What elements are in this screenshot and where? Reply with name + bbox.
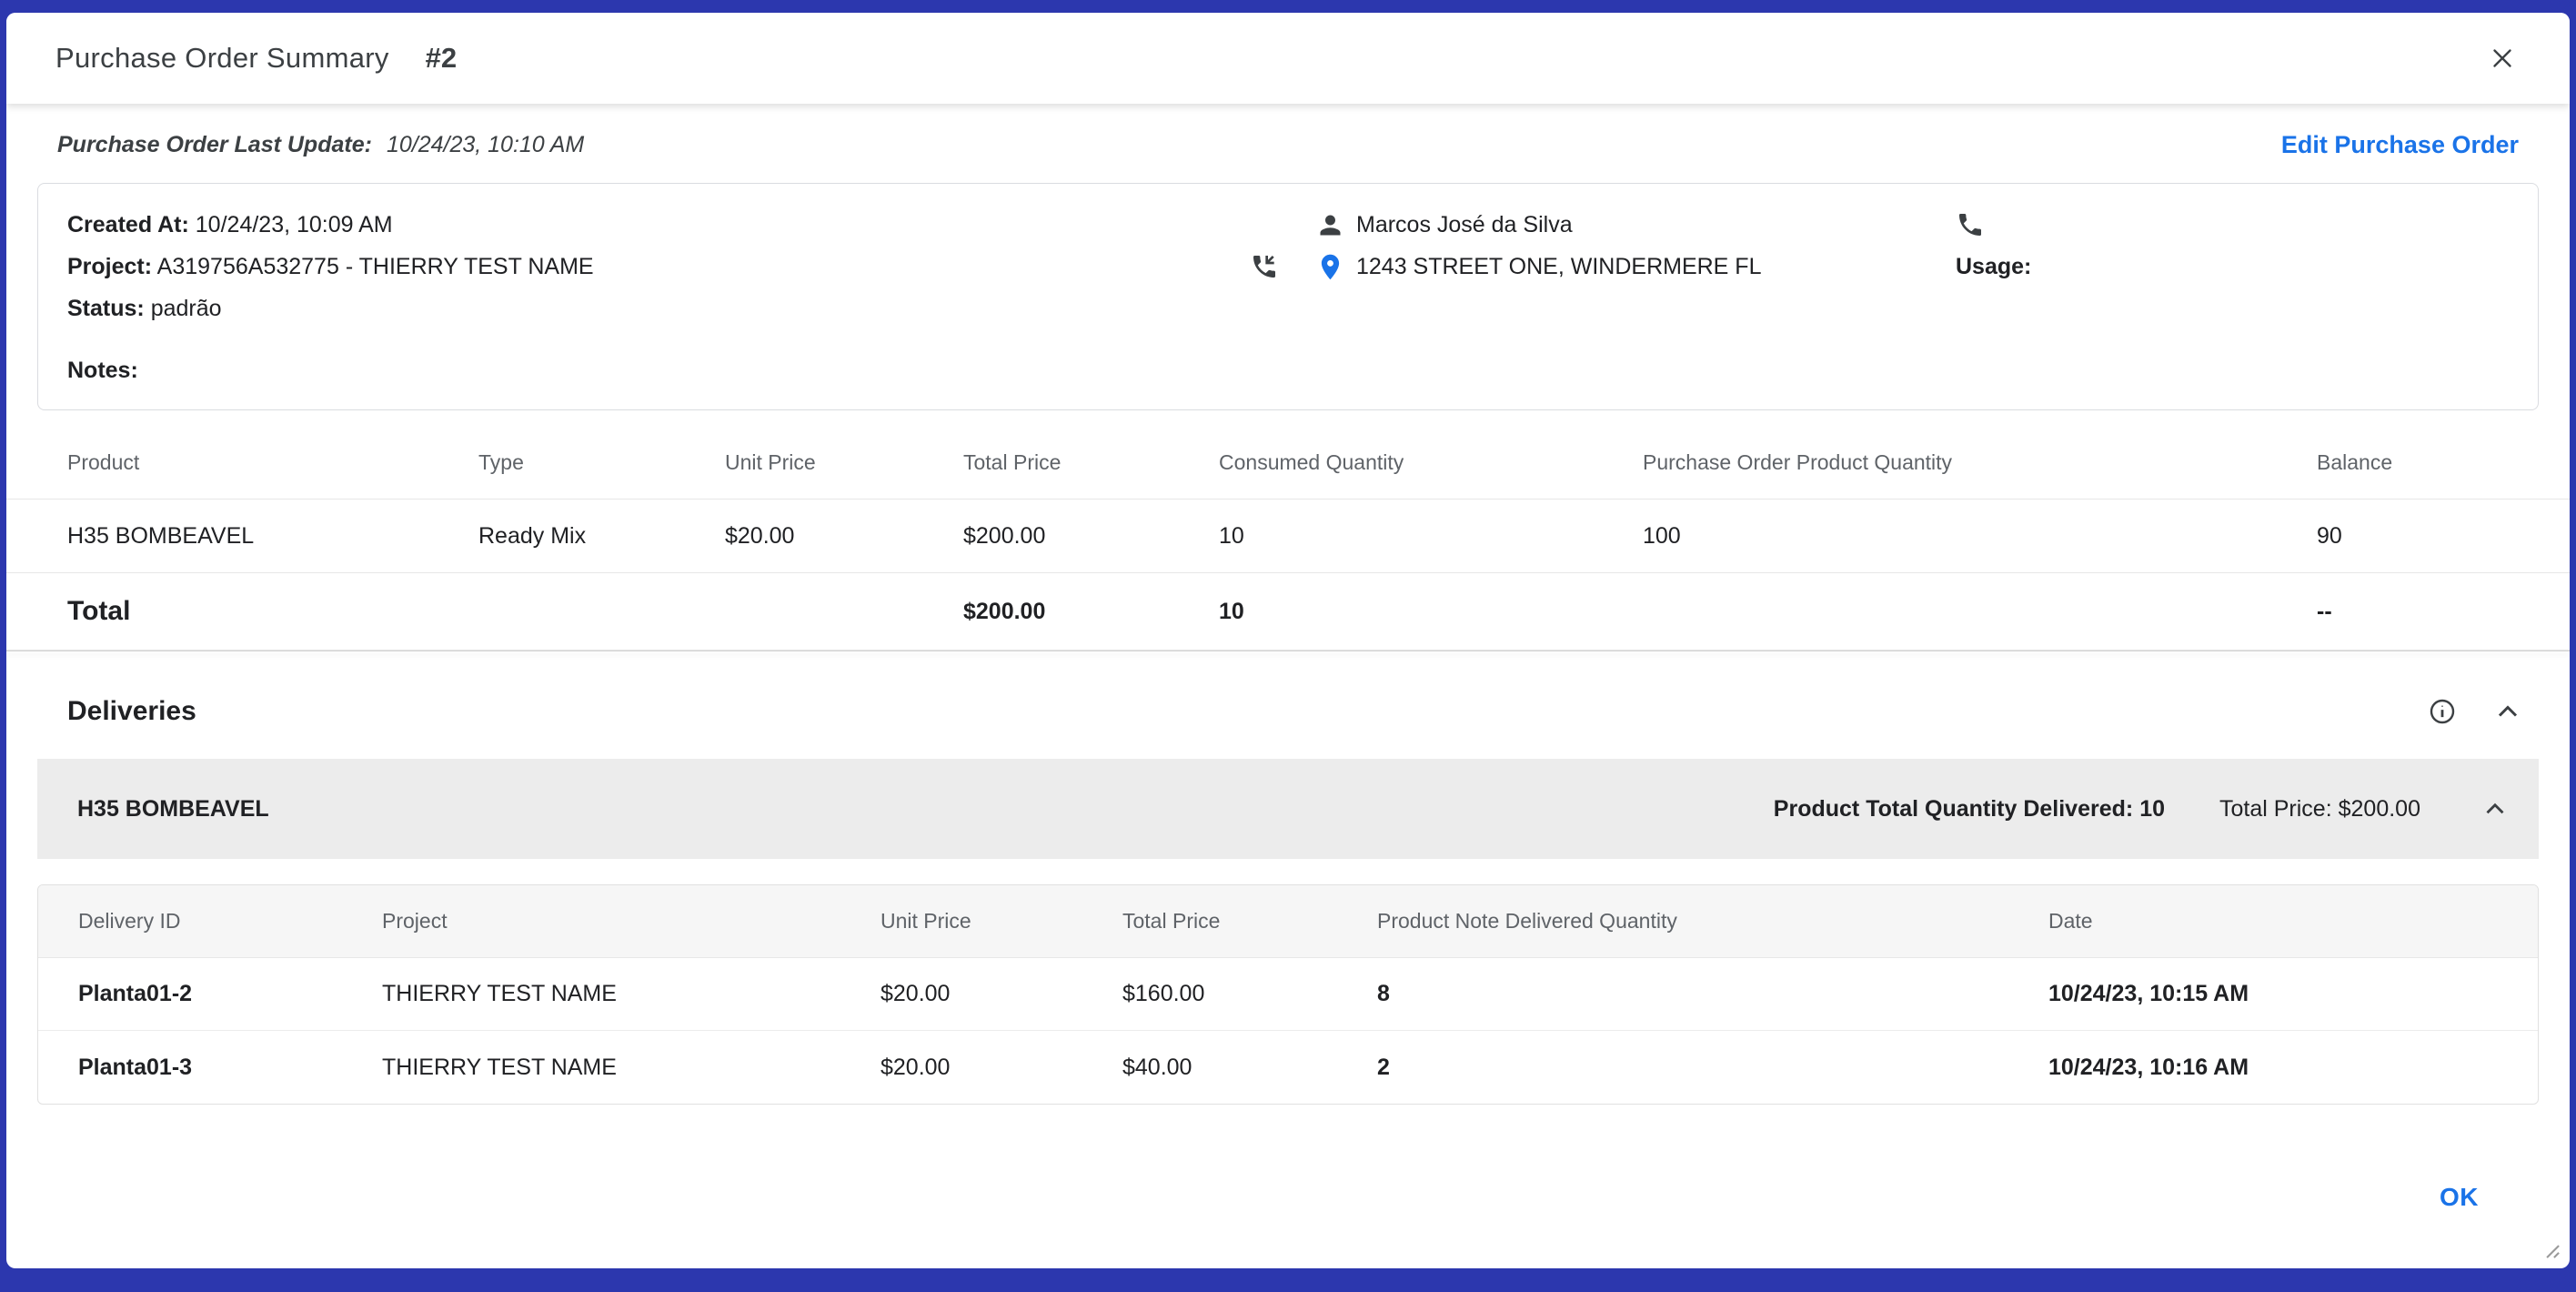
notes-label: Notes:: [67, 358, 138, 383]
dialog-header: Purchase Order Summary #2: [6, 13, 2570, 104]
cell-date: 10/24/23, 10:16 AM: [2048, 1054, 2249, 1080]
edit-purchase-order-link[interactable]: Edit Purchase Order: [2280, 131, 2519, 158]
order-info-contact: Marcos José da Silva 1243 STREET ONE, WI…: [1250, 204, 1877, 391]
status-label: Status:: [67, 296, 145, 321]
delivery-product-group-bar[interactable]: H35 BOMBEAVEL Product Total Quantity Del…: [37, 759, 2539, 859]
created-at-label: Created At:: [67, 212, 189, 237]
group-collapse-button[interactable]: [2475, 789, 2515, 829]
chevron-up-icon: [2486, 802, 2504, 814]
status-value: padrão: [150, 296, 222, 321]
cell-date: 10/24/23, 10:15 AM: [2048, 981, 2249, 1006]
cell-delivered-quantity: 8: [1377, 981, 1390, 1006]
col-unit-price: Unit Price: [725, 450, 816, 474]
col-type: Type: [478, 450, 524, 474]
col-unit-price: Unit Price: [880, 909, 971, 933]
contact-address-row: 1243 STREET ONE, WINDERMERE FL: [1250, 246, 1877, 288]
usage-row: Usage:: [1956, 246, 2538, 288]
dialog-footer: OK: [6, 1168, 2570, 1268]
project-label: Project:: [67, 254, 153, 279]
last-update-value: 10/24/23, 10:10 AM: [386, 132, 585, 157]
table-row: Planta01-2 THIERRY TEST NAME $20.00 $160…: [38, 958, 2538, 1031]
usage-label: Usage:: [1956, 253, 2032, 279]
resize-grip-icon: [2546, 1245, 2560, 1258]
contact-name-row: Marcos José da Silva: [1250, 204, 1877, 246]
location-icon[interactable]: [1315, 252, 1345, 282]
deliveries-info-button[interactable]: [2422, 691, 2462, 732]
cell-unit-price: $20.00: [725, 522, 795, 549]
notes-line: Notes:: [67, 349, 1250, 391]
project-value: A319756A532775 - THIERRY TEST NAME: [156, 254, 594, 279]
cell-total-price: $160.00: [1122, 981, 1205, 1006]
table-row: H35 BOMBEAVEL Ready Mix $20.00 $200.00 1…: [6, 500, 2570, 573]
order-info-usage: Usage:: [1877, 204, 2538, 391]
cell-total-price: $200.00: [963, 522, 1046, 549]
deliveries-section-header: Deliveries: [6, 651, 2570, 757]
phone-callback-icon[interactable]: [1250, 252, 1279, 281]
contact-address: 1243 STREET ONE, WINDERMERE FL: [1356, 253, 1762, 279]
info-icon: [2430, 699, 2455, 724]
cell-po-product-quantity: 100: [1643, 522, 1681, 549]
ok-button[interactable]: OK: [2420, 1168, 2499, 1226]
cell-project: THIERRY TEST NAME: [382, 1054, 617, 1080]
cell-product: H35 BOMBEAVEL: [67, 522, 255, 549]
products-table-header: Product Type Unit Price Total Price Cons…: [6, 419, 2570, 500]
col-delivery-id: Delivery ID: [78, 909, 181, 933]
last-update-label: Purchase Order Last Update:: [57, 132, 372, 157]
cell-delivery-id: Planta01-3: [78, 1054, 193, 1080]
cell-consumed-quantity: 10: [1219, 522, 1244, 549]
deliveries-collapse-button[interactable]: [2488, 691, 2528, 732]
cell-unit-price: $20.00: [880, 1054, 951, 1080]
contact-name: Marcos José da Silva: [1356, 211, 1573, 237]
order-info-card: Created At: 10/24/23, 10:09 AM Project: …: [37, 183, 2539, 410]
last-update-row: Purchase Order Last Update: 10/24/23, 10…: [6, 104, 2570, 183]
close-button[interactable]: [2480, 36, 2524, 80]
col-date: Date: [2048, 909, 2093, 933]
close-icon: [2493, 49, 2511, 67]
cell-delivered-quantity: 2: [1377, 1054, 1390, 1080]
chevron-up-icon: [2498, 705, 2518, 717]
resize-handle[interactable]: [2539, 1237, 2562, 1261]
status-line: Status: padrão: [67, 288, 1250, 329]
total-consumed-value: 10: [1219, 598, 1244, 624]
deliveries-table: Delivery ID Project Unit Price Total Pri…: [37, 884, 2539, 1105]
dialog-body: Purchase Order Last Update: 10/24/23, 10…: [6, 104, 2570, 1268]
phone-icon: [1959, 214, 1981, 236]
table-row: Planta01-3 THIERRY TEST NAME $20.00 $40.…: [38, 1031, 2538, 1104]
col-total-price: Total Price: [1122, 909, 1221, 933]
cell-delivery-id: Planta01-2: [78, 981, 193, 1006]
col-po-product-quantity: Purchase Order Product Quantity: [1643, 450, 1953, 474]
products-total-row: Total $200.00 10 --: [6, 573, 2570, 651]
phone-row: [1956, 204, 2538, 246]
col-product: Product: [67, 450, 140, 474]
created-at-line: Created At: 10/24/23, 10:09 AM: [67, 204, 1250, 246]
purchase-order-summary-dialog: Purchase Order Summary #2 Purchase Order…: [6, 13, 2570, 1268]
group-quantity-delivered: Product Total Quantity Delivered: 10: [1773, 795, 2165, 822]
total-label: Total: [67, 596, 131, 626]
cell-type: Ready Mix: [478, 522, 587, 549]
deliveries-table-header: Delivery ID Project Unit Price Total Pri…: [38, 885, 2538, 958]
project-line: Project: A319756A532775 - THIERRY TEST N…: [67, 246, 1250, 288]
order-info-left: Created At: 10/24/23, 10:09 AM Project: …: [67, 204, 1250, 391]
deliveries-title: Deliveries: [67, 696, 196, 726]
total-balance-value: --: [2317, 598, 2332, 624]
cell-project: THIERRY TEST NAME: [382, 981, 617, 1006]
cell-unit-price: $20.00: [880, 981, 951, 1006]
group-product-name: H35 BOMBEAVEL: [77, 795, 269, 822]
order-number: #2: [425, 42, 458, 74]
cell-balance: 90: [2317, 522, 2342, 549]
person-icon: [1320, 215, 1341, 235]
products-table: Product Type Unit Price Total Price Cons…: [6, 410, 2570, 651]
col-total-price: Total Price: [963, 450, 1062, 474]
created-at-value: 10/24/23, 10:09 AM: [195, 212, 393, 237]
col-project: Project: [382, 909, 448, 933]
col-consumed-quantity: Consumed Quantity: [1219, 450, 1404, 474]
page-title: Purchase Order Summary: [55, 42, 389, 74]
col-delivered-quantity: Product Note Delivered Quantity: [1377, 909, 1677, 933]
group-total-price: Total Price: $200.00: [2219, 795, 2420, 822]
total-price-value: $200.00: [963, 598, 1046, 624]
col-balance: Balance: [2317, 450, 2393, 474]
cell-total-price: $40.00: [1122, 1054, 1192, 1080]
